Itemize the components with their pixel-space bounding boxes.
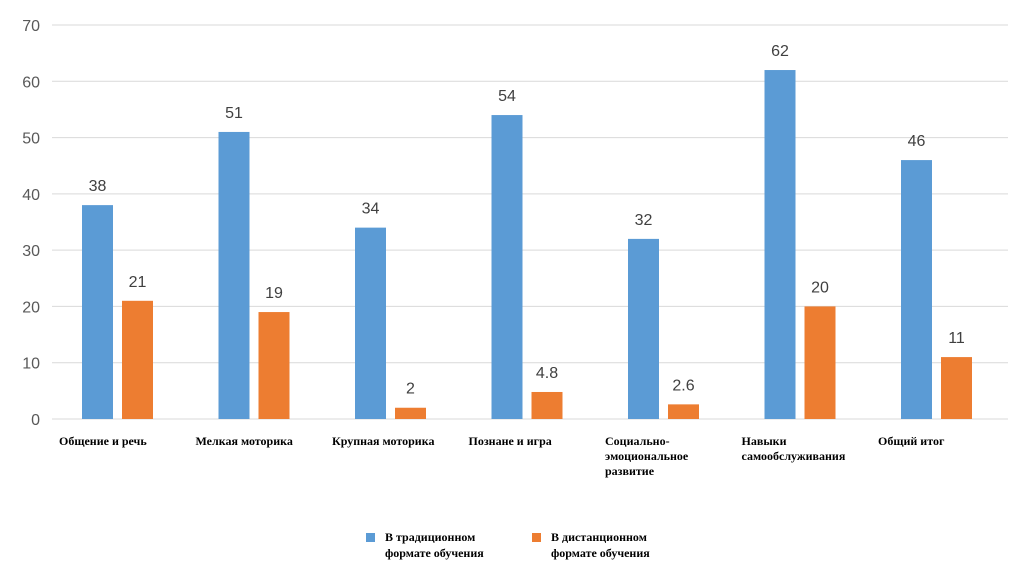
x-category-label: Навыки самообслуживания	[742, 434, 846, 463]
bar-series-2	[804, 306, 836, 419]
y-tick-label: 20	[22, 299, 40, 316]
x-category-label: Общение и речь	[59, 434, 147, 448]
y-tick-label: 40	[22, 187, 40, 204]
grid-layer	[52, 24, 1008, 420]
x-category-line: Мелкая моторика	[196, 434, 293, 448]
data-label: 38	[89, 178, 107, 195]
bar-series-2	[668, 404, 699, 419]
data-label: 34	[362, 201, 380, 218]
data-label: 19	[265, 285, 283, 302]
y-tick-label: 10	[22, 356, 40, 373]
bar-series-1	[491, 115, 523, 420]
y-tick-label: 70	[22, 18, 40, 35]
x-category-line: Познане и игра	[469, 434, 552, 448]
bar-series-2	[395, 407, 426, 419]
y-tick-label: 0	[31, 412, 40, 429]
data-label: 62	[771, 43, 789, 60]
bar-series-1	[901, 160, 932, 420]
x-category-line: Социально-	[605, 434, 670, 448]
x-category-line: Крупная моторика	[332, 434, 434, 448]
x-category-line: эмоциональное	[605, 449, 689, 463]
x-category-label: Общий итог	[878, 434, 945, 448]
data-label: 32	[635, 212, 653, 229]
x-category-label: Крупная моторика	[332, 434, 434, 448]
y-tick-label: 50	[22, 131, 40, 148]
x-category-line: Навыки	[742, 434, 787, 448]
bar-series-2	[941, 357, 972, 419]
bar-series-2	[122, 300, 153, 419]
data-label: 4.8	[536, 365, 558, 382]
x-category-line: Общение и речь	[59, 434, 147, 448]
legend-swatch	[532, 533, 541, 542]
bar-series-1	[764, 70, 796, 420]
bar-series-1	[355, 227, 386, 419]
x-category-line: развитие	[605, 464, 655, 478]
bar-series-2	[258, 312, 290, 419]
bar-series-1	[628, 238, 659, 419]
bar-series-1	[82, 205, 113, 419]
data-labels: 38 51 34 54 32 62 46 21 19 2 4.8 2.6 20 11	[89, 43, 965, 398]
data-label: 21	[129, 274, 147, 291]
legend-label-line: В дистанционном	[551, 530, 647, 544]
legend-label-line: формате обучения	[385, 546, 484, 560]
bar-series-2	[531, 391, 563, 419]
bars	[82, 70, 972, 420]
x-axis: Общение и речь Мелкая моторика Крупная мот…	[59, 434, 945, 478]
y-tick-label: 30	[22, 243, 40, 260]
x-category-label: Мелкая моторика	[196, 434, 293, 448]
legend-label: В дистанционном формате обучения	[551, 530, 650, 560]
legend-label: В традиционном формате обучения	[385, 530, 484, 560]
data-label: 2	[406, 381, 415, 398]
data-label: 54	[498, 88, 516, 105]
data-label: 11	[948, 330, 965, 347]
x-category-label: Социально-эмоциональное развитие	[605, 434, 689, 478]
data-label: 51	[225, 105, 243, 122]
data-label: 2.6	[672, 377, 694, 394]
y-axis: 0 10 20 30 40 50 60 70	[22, 18, 40, 429]
bar-series-1	[218, 131, 250, 419]
data-label: 46	[908, 133, 926, 150]
y-tick-label: 60	[22, 74, 40, 91]
legend-swatch	[366, 533, 375, 542]
legend-label-line: формате обучения	[551, 546, 650, 560]
x-category-line: Общий итог	[878, 434, 945, 448]
legend-label-line: В традиционном	[385, 530, 475, 544]
x-category-line: самообслуживания	[742, 449, 846, 463]
x-category-label: Познане и игра	[469, 434, 552, 448]
data-label: 20	[811, 279, 829, 296]
